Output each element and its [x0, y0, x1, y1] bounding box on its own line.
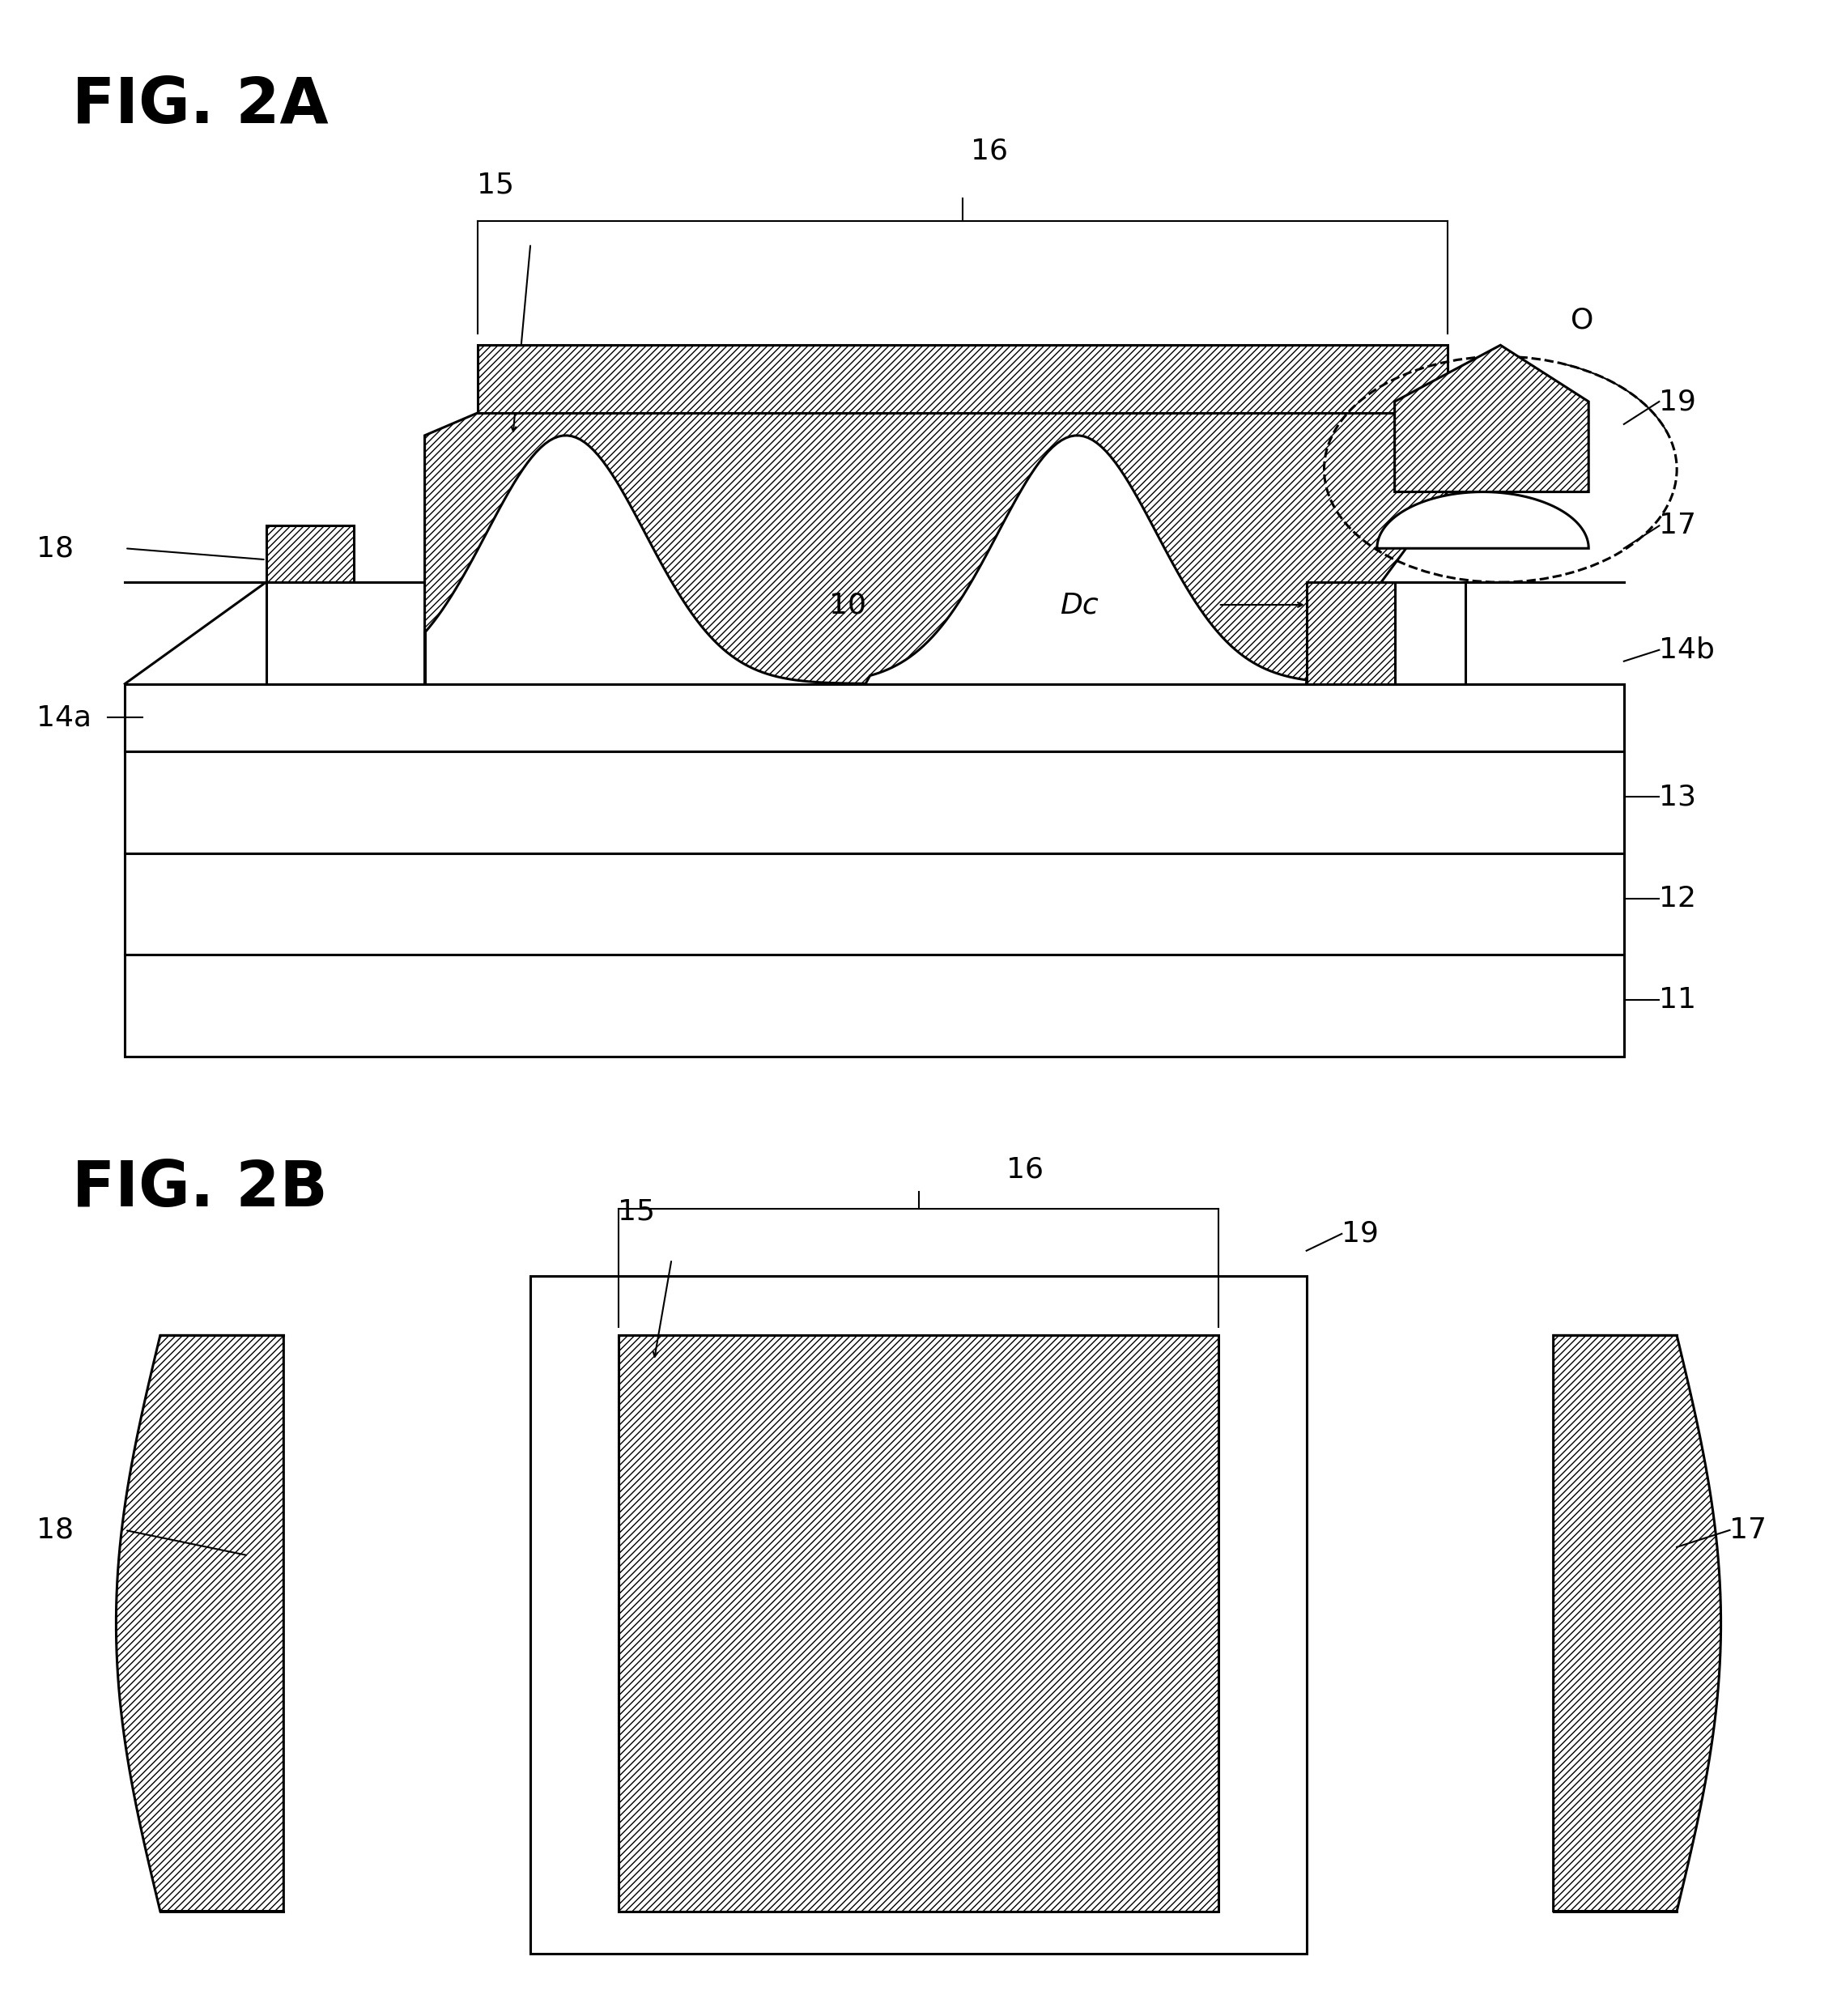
Text: FIG. 2B: FIG. 2B	[72, 1157, 327, 1220]
Text: 15: 15	[617, 1198, 656, 1226]
Text: 18: 18	[37, 534, 73, 562]
Text: 12: 12	[1659, 885, 1696, 911]
Bar	[478, 345, 1448, 413]
Bar	[1306, 583, 1466, 683]
Bar	[125, 683, 1624, 752]
Text: 15: 15	[476, 171, 514, 198]
Polygon shape	[1554, 1335, 1721, 1911]
Polygon shape	[424, 413, 1448, 683]
Text: 10: 10	[828, 591, 867, 619]
Polygon shape	[1378, 492, 1589, 548]
Text: 11: 11	[1659, 986, 1696, 1014]
Text: FIG. 2A: FIG. 2A	[72, 75, 329, 135]
Text: 16: 16	[1007, 1155, 1043, 1183]
Bar	[531, 1276, 1306, 1954]
Text: 14a: 14a	[37, 704, 92, 732]
Text: 17: 17	[1659, 512, 1696, 540]
Text: 19: 19	[1659, 387, 1696, 415]
Text: 13: 13	[1659, 782, 1696, 810]
Bar	[125, 752, 1624, 853]
Bar	[619, 1335, 1218, 1911]
Bar	[1306, 583, 1394, 683]
Bar	[266, 583, 424, 683]
Text: O: O	[1571, 306, 1595, 335]
Text: 19: 19	[1341, 1220, 1380, 1248]
Bar	[125, 956, 1624, 1056]
Polygon shape	[116, 1335, 283, 1911]
Text: 16: 16	[970, 137, 1009, 165]
Bar	[266, 526, 355, 583]
Text: 14b: 14b	[1659, 637, 1716, 663]
Polygon shape	[1394, 345, 1589, 492]
Text: 18: 18	[37, 1516, 73, 1544]
Text: 17: 17	[1730, 1516, 1767, 1544]
Bar	[125, 853, 1624, 956]
Text: Dc: Dc	[1060, 591, 1099, 619]
